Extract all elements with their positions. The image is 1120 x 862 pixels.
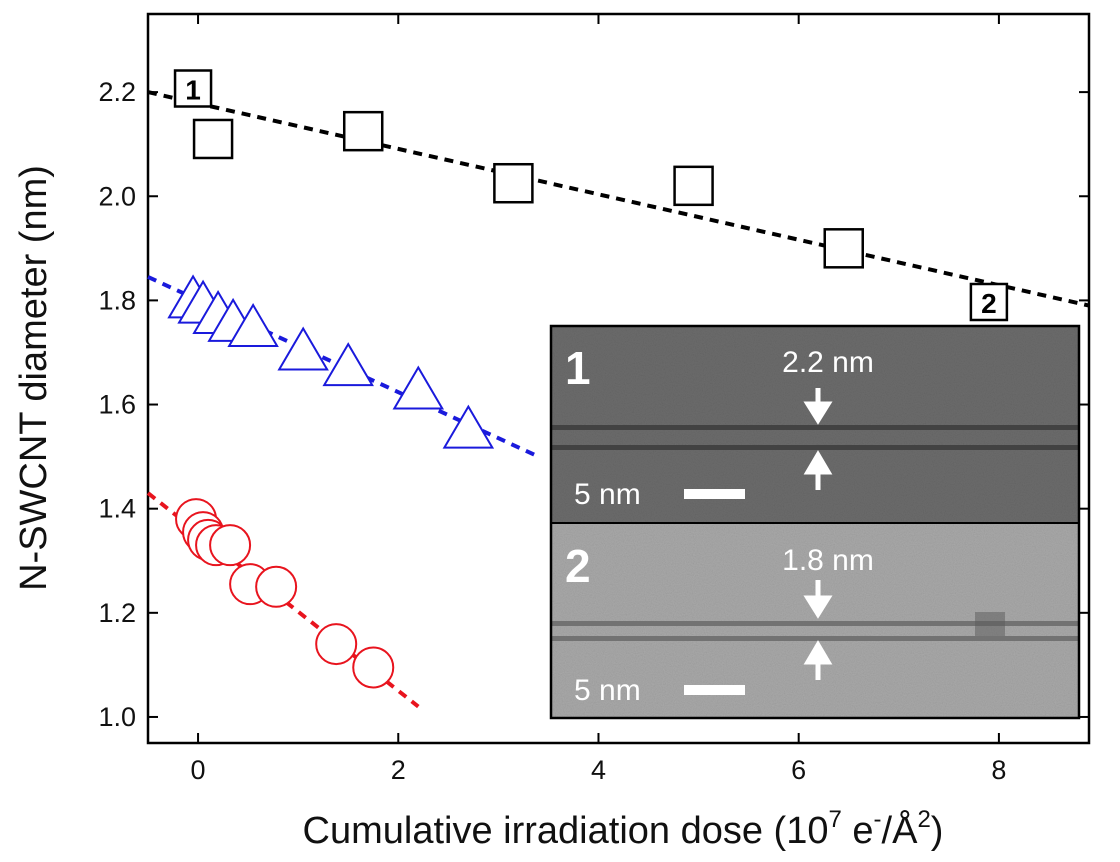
data-point-triangle [442,404,495,449]
x-tick-label: 6 [791,755,806,785]
data-point-square [673,165,714,207]
inset-panel-1-scale-label: 5 nm [574,478,641,511]
x-axis-title-unit-sup: - [874,806,882,833]
data-point-triangle [392,365,445,410]
y-tick-label: 1.0 [98,702,136,732]
fit-line [147,90,1090,308]
data-point-triangle [277,326,329,371]
data-point-circle [352,646,395,689]
x-tick-label: 4 [591,755,606,785]
nanotube-wall-bottom-2 [551,636,1079,641]
inset-panel-1-number: 1 [565,342,591,394]
arrow-up-icon [803,640,833,680]
x-axis-title-main: Cumulative irradiation dose (10 [303,810,829,852]
y-tick-label: 2.0 [98,181,136,211]
inset: 1 2.2 nm 5 nm 2 1.8 nm 5 nm [549,324,1081,720]
x-axis-title-unit-a: e [842,810,874,852]
point-label: 2 [981,288,997,319]
y-tick-label: 2.2 [98,77,136,107]
data-point-circle [255,565,298,608]
data-point-square [192,118,234,160]
scale-bar-2 [684,685,745,695]
data-point-circle [209,524,252,567]
data-point-square [823,228,864,269]
inset-panel-2: 2 1.8 nm 5 nm [551,523,1079,718]
x-axis-title-exp: 7 [828,806,841,833]
defect-spot [975,612,1005,636]
data-point-circle [315,623,358,666]
x-axis-title-unit-b: /Å [882,808,919,852]
y-tick-label: 1.8 [98,285,136,315]
data-markers [167,110,864,689]
y-axis: 1.0 1.2 1.4 1.6 1.8 2.0 2.2 [98,77,1089,732]
x-axis-title-close: ) [931,810,944,852]
x-tick-label: 0 [191,755,206,785]
y-tick-label: 1.4 [98,494,136,524]
inset-panel-1: 1 2.2 nm 5 nm [551,326,1079,523]
x-axis: 0 2 4 6 8 [191,14,1006,785]
data-point-triangle [227,303,279,348]
point-label: 1 [185,75,201,106]
inset-panel-2-number: 2 [565,540,591,592]
plot-frame [146,12,1091,745]
inset-panel-1-diameter-label: 2.2 nm [782,346,874,379]
inset-panel-2-diameter-label: 1.8 nm [782,544,874,577]
point-labels: 12 [173,69,1009,322]
scale-bar-1 [684,489,745,499]
y-tick-label: 1.6 [98,390,136,420]
arrow-up-icon [803,450,833,490]
inset-panel-1-image [551,326,1079,523]
x-tick-label: 8 [991,755,1006,785]
data-point-square [493,162,534,204]
x-tick-label: 2 [391,755,406,785]
nanotube-wall-top-2 [551,621,1079,626]
nanotube-wall-top-1 [551,425,1079,430]
data-point-triangle [322,342,374,387]
x-axis-title-unit-sup2: 2 [917,806,930,833]
y-axis-title: N-SWCNT diameter (nm) [13,165,55,591]
x-axis-title: Cumulative irradiation dose (107 e-/Å2) [303,806,944,852]
data-point-square [342,110,384,152]
point-label-box [173,69,213,108]
y-tick-label: 1.2 [98,598,136,628]
point-label-box [969,282,1009,322]
arrow-down-icon [803,580,833,619]
nanotube-wall-bottom-1 [551,445,1079,450]
arrow-down-icon [803,388,833,425]
inset-panel-2-scale-label: 5 nm [574,674,641,707]
